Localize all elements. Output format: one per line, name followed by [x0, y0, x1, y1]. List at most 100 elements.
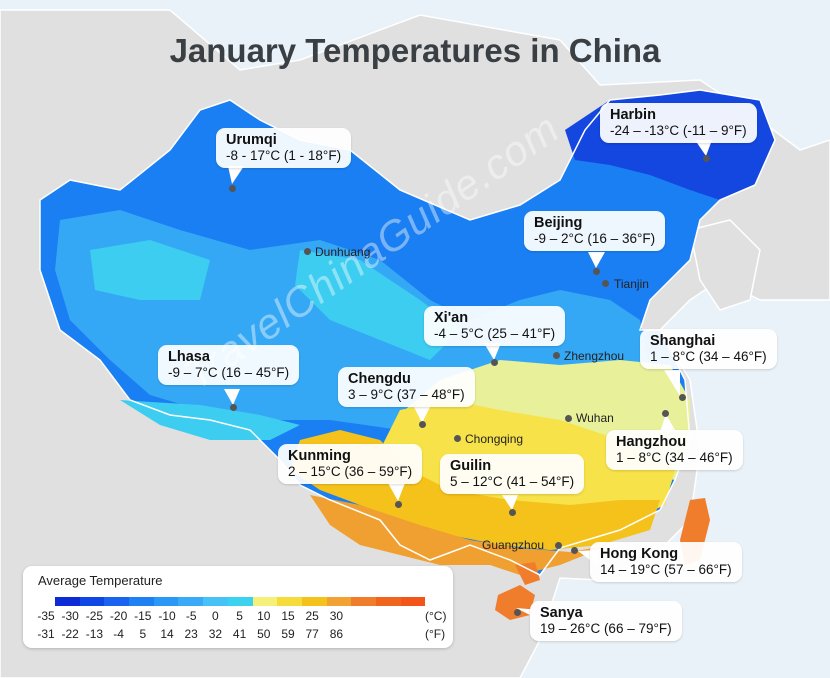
legend-swatch [375, 597, 401, 606]
hongkong-callout: Hong Kong 14 – 19°C (57 – 66°F) [590, 542, 742, 582]
chengdu-callout: Chengdu 3 – 9°C (37 – 48°F) [338, 367, 475, 407]
sanya-temp: 19 – 26°C (66 – 79°F) [540, 621, 672, 636]
chengdu-name: Chengdu [348, 371, 411, 387]
kunming-name: Kunming [288, 448, 351, 464]
legend-unit-fahrenheit: (°F) [425, 627, 446, 641]
guangzhou-label: Guangzhou [482, 538, 545, 552]
wuhan-label: Wuhan [576, 411, 614, 425]
legend-swatch [351, 597, 376, 606]
hongkong-name: Hong Kong [600, 546, 679, 562]
legend-tick-fahrenheit: 23 [184, 627, 198, 641]
legend-swatch [252, 597, 278, 606]
urumqi-callout-pointer [228, 166, 244, 184]
xian-callout-pointer [484, 343, 501, 360]
legend-swatch [301, 597, 327, 606]
harbin-dot [702, 154, 710, 162]
guilin-dot [508, 508, 516, 516]
chengdu-temp: 3 – 9°C (37 – 48°F) [348, 387, 465, 402]
legend-swatch [326, 597, 352, 606]
guangzhou-dot [554, 541, 562, 549]
urumqi-callout: Urumqi -8 - 17°C (1 - 18°F) [216, 128, 352, 168]
legend-tick-celsius: 10 [257, 609, 271, 623]
china-region-mild-2 [295, 250, 460, 360]
legend-swatch [178, 597, 204, 606]
legend-tick-fahrenheit: 5 [139, 627, 147, 641]
harbin-callout: Harbin -24 – -13°C (-11 – 9°F) [600, 103, 757, 143]
map-title: January Temperatures in China [169, 32, 661, 69]
korea-land [689, 219, 761, 311]
beijing-temp: -9 – 2°C (16 – 36°F) [534, 231, 656, 246]
sanya-name: Sanya [540, 605, 583, 621]
hangzhou-name: Hangzhou [616, 434, 687, 450]
legend-tick-celsius: -5 [185, 609, 197, 623]
legend-swatch [129, 597, 154, 606]
legend-swatch [55, 597, 80, 606]
legend-tick-celsius: -35 [37, 609, 55, 623]
sanya-dot [513, 608, 521, 616]
legend-unit-celsius: (°C) [425, 609, 447, 623]
hangzhou-temp: 1 – 8°C (34 – 46°F) [616, 450, 733, 465]
chongqing-dot [453, 434, 461, 442]
dunhuang-dot [303, 247, 311, 255]
chengdu-callout-pointer [414, 407, 430, 423]
chongqing-label: Chongqing [465, 432, 524, 446]
hangzhou-callout-pointer [660, 414, 676, 432]
legend-tick-fahrenheit: 41 [232, 627, 247, 641]
hongkong-temp: 14 – 19°C (57 – 66°F) [600, 562, 732, 577]
wuhan-dot [564, 414, 572, 422]
legend-tick-fahrenheit: 32 [208, 627, 223, 641]
urumqi-temp: -8 - 17°C (1 - 18°F) [226, 148, 342, 163]
legend-tick-celsius: -10 [158, 609, 176, 623]
china-region-hotter [310, 495, 610, 575]
hangzhou-callout: Hangzhou 1 – 8°C (34 – 46°F) [606, 430, 743, 470]
legend-tick-fahrenheit: 86 [329, 627, 344, 641]
legend-tick-celsius: 25 [305, 609, 319, 623]
legend-tick-fahrenheit: -4 [113, 627, 124, 641]
kunming-callout-pointer [388, 483, 405, 501]
guilin-callout: Guilin 5 – 12°C (41 – 54°F) [440, 454, 585, 494]
legend-swatch [277, 597, 302, 606]
legend-swatch [400, 597, 426, 606]
beijing-callout-pointer [588, 252, 605, 268]
beijing-callout: Beijing -9 – 2°C (16 – 36°F) [524, 211, 666, 251]
legend-tick-celsius: -15 [134, 609, 152, 623]
legend-tick-fahrenheit: -31 [37, 627, 55, 641]
shanghai-name: Shanghai [650, 333, 716, 349]
harbin-temp: -24 – -13°C (-11 – 9°F) [610, 123, 747, 138]
legend-tick-celsius: -30 [61, 609, 79, 623]
legend-swatch [79, 597, 105, 606]
harbin-name: Harbin [610, 107, 656, 123]
legend-tick-fahrenheit: -13 [85, 627, 104, 641]
urumqi-dot [228, 184, 236, 192]
xian-dot [490, 358, 498, 366]
guilin-name: Guilin [450, 458, 492, 474]
temperature-legend: Average Temperature -35 -30 -25 -20 -15 -10 -5… [23, 566, 453, 648]
shanghai-callout-pointer [664, 370, 680, 396]
legend-tick-celsius: 0 [212, 609, 219, 623]
dunhuang-label: Dunhuang [315, 245, 371, 259]
guilin-temp: 5 – 12°C (41 – 54°F) [450, 474, 575, 489]
tianjin-label: Tianjin [614, 277, 649, 291]
legend-swatch [203, 597, 228, 606]
legend-title: Average Temperature [38, 573, 163, 588]
china-region-mild [90, 240, 210, 300]
kunming-temp: 2 – 15°C (36 – 59°F) [288, 464, 413, 479]
legend-tick-celsius: 5 [236, 609, 243, 623]
legend-tick-fahrenheit: -22 [61, 627, 79, 641]
legend-color-scale [55, 597, 426, 606]
lhasa-name: Lhasa [168, 349, 210, 365]
shanghai-temp: 1 – 8°C (34 – 46°F) [650, 349, 767, 364]
zhengzhou-dot [552, 351, 560, 359]
lhasa-callout: Lhasa -9 – 7°C (16 – 45°F) [158, 345, 300, 385]
shanghai-callout: Shanghai 1 – 8°C (34 – 46°F) [640, 329, 777, 369]
beijing-name: Beijing [534, 215, 583, 231]
urumqi-name: Urumqi [226, 132, 277, 148]
xian-callout: Xi'an -4 – 5°C (25 – 41°F) [424, 306, 566, 346]
xian-temp: -4 – 5°C (25 – 41°F) [434, 326, 556, 341]
legend-tick-celsius: -20 [109, 609, 128, 623]
chengdu-dot [418, 420, 426, 428]
legend-swatch [227, 597, 253, 606]
legend-tick-fahrenheit: 50 [257, 627, 271, 641]
harbin-callout-pointer [695, 140, 712, 156]
legend-tick-fahrenheit: 77 [305, 627, 319, 641]
